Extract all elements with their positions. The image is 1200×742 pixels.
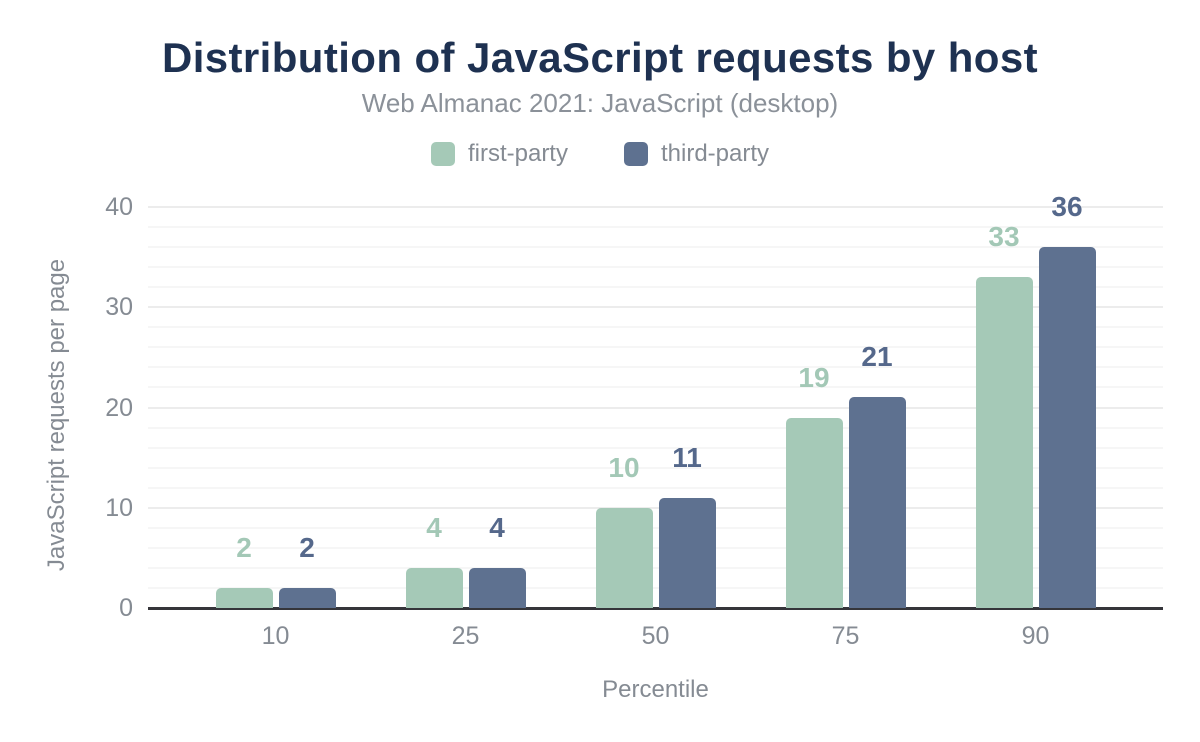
grid-line-minor xyxy=(148,526,1163,529)
legend-label-first-party: first-party xyxy=(467,140,568,167)
grid-line-minor xyxy=(148,546,1163,549)
grid-line-minor xyxy=(148,486,1163,489)
grid-line-minor xyxy=(148,326,1163,329)
grid-line-major xyxy=(148,206,1163,208)
x-axis-line xyxy=(148,607,1163,610)
bar-third-party-p10 xyxy=(278,587,336,608)
y-tick-label: 20 xyxy=(105,393,133,422)
bar-first-party-p75 xyxy=(785,417,843,608)
grid-line-major xyxy=(148,406,1163,409)
chart-subtitle: Web Almanac 2021: JavaScript (desktop) xyxy=(361,88,839,118)
grid-line-minor xyxy=(148,346,1163,349)
grid-line-minor xyxy=(148,466,1163,469)
grid-line-major xyxy=(148,306,1163,309)
legend-item-third-party: third-party xyxy=(623,140,770,168)
bar-first-party-p50 xyxy=(595,507,653,608)
legend: first-party third-party xyxy=(0,140,1200,168)
grid-line-minor xyxy=(148,226,1163,229)
bar-first-party-p10 xyxy=(215,587,273,608)
bar-value-label: 33 xyxy=(988,221,1020,253)
grid-line-minor xyxy=(148,446,1163,449)
legend-swatch-first-party-icon xyxy=(430,142,455,166)
bar-third-party-p50 xyxy=(658,497,716,608)
y-tick-label: 0 xyxy=(119,594,133,622)
bar-value-label: 2 xyxy=(299,531,315,563)
legend-swatch-third-party-icon xyxy=(623,142,648,166)
x-axis-title: Percentile xyxy=(602,676,709,703)
y-tick-label: 30 xyxy=(105,293,133,322)
grid-line-minor xyxy=(148,426,1163,429)
y-tick-label: 10 xyxy=(105,493,133,522)
grid-line-minor xyxy=(148,246,1163,249)
bar-first-party-p25 xyxy=(405,567,463,608)
bar-value-label: 36 xyxy=(1051,191,1083,223)
grid-line-minor xyxy=(148,566,1163,569)
grid-line-minor xyxy=(148,366,1163,369)
bar-value-label: 11 xyxy=(672,441,702,473)
x-tick-label: 10 xyxy=(261,622,290,650)
x-tick-label: 75 xyxy=(831,622,860,650)
x-tick-label: 25 xyxy=(451,622,480,650)
bar-first-party-p90 xyxy=(975,277,1033,608)
grid-line-minor xyxy=(148,266,1163,269)
x-tick-label: 90 xyxy=(1021,622,1050,650)
legend-item-first-party: first-party xyxy=(430,140,568,168)
bar-third-party-p90 xyxy=(1038,247,1096,608)
grid-line-major xyxy=(148,506,1163,509)
bar-value-label: 2 xyxy=(236,531,252,563)
bar-value-label: 4 xyxy=(426,511,442,543)
bar-value-label: 19 xyxy=(798,361,830,393)
plot-area: 2 2 4 4 10 11 19 21 33 36 xyxy=(148,193,1163,610)
bar-value-label: 21 xyxy=(861,341,893,373)
bar-value-label: 10 xyxy=(608,451,640,483)
chart-title: Distribution of JavaScript requests by h… xyxy=(161,34,1039,81)
y-tick-label: 40 xyxy=(105,193,133,221)
grid-line-minor xyxy=(148,386,1163,389)
grid-line-minor xyxy=(148,286,1163,289)
bar-value-label: 4 xyxy=(489,511,505,543)
x-tick-label: 50 xyxy=(641,622,670,650)
grid-line-minor xyxy=(148,586,1163,589)
legend-label-third-party: third-party xyxy=(660,140,770,167)
bar-third-party-p25 xyxy=(468,567,526,608)
bar-third-party-p75 xyxy=(848,397,906,608)
